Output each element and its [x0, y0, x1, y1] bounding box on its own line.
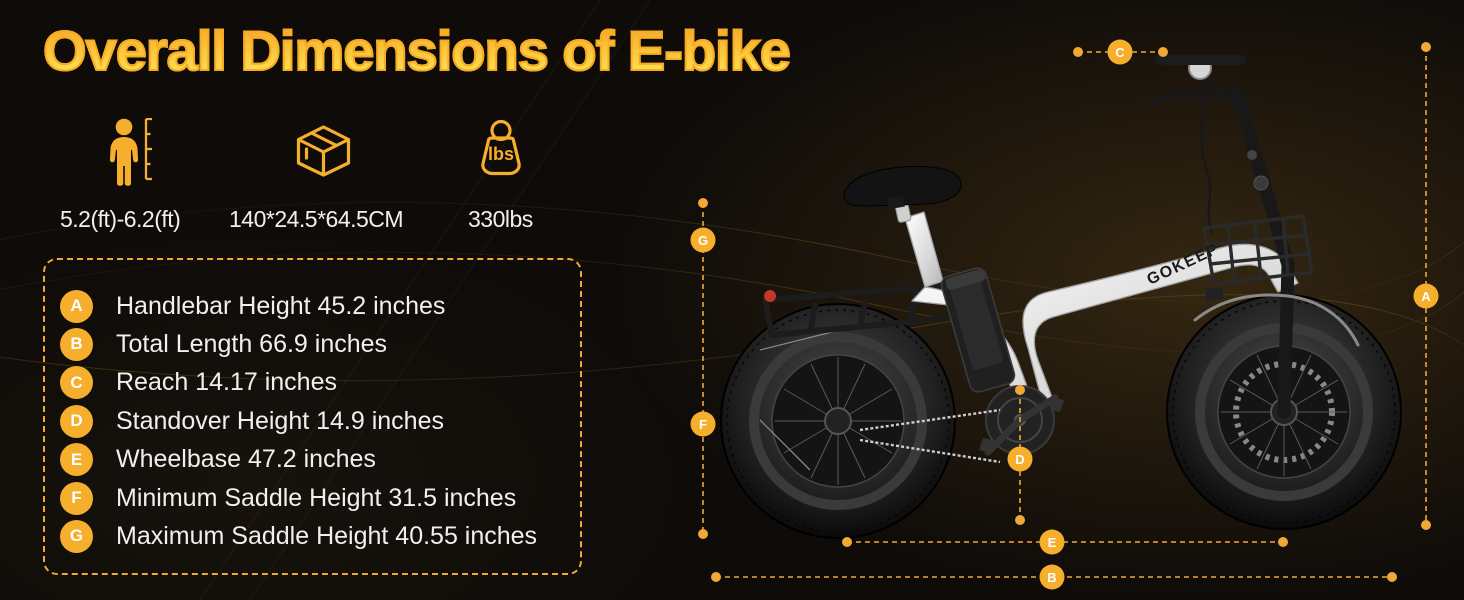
svg-text:G: G	[698, 233, 708, 248]
svg-text:F: F	[699, 417, 707, 432]
svg-text:A: A	[1421, 289, 1431, 304]
svg-text:D: D	[1015, 452, 1024, 467]
svg-text:C: C	[1115, 45, 1125, 60]
svg-text:B: B	[1047, 570, 1056, 585]
svg-text:E: E	[1048, 535, 1057, 550]
